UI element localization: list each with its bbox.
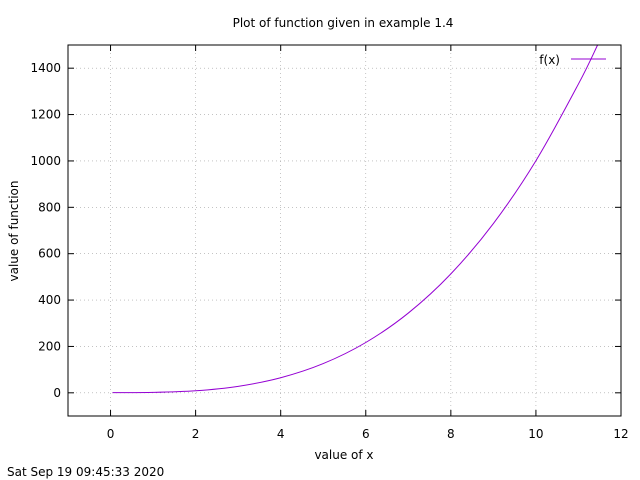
timestamp: Sat Sep 19 09:45:33 2020: [7, 465, 164, 479]
x-tick-label: 12: [613, 427, 628, 441]
x-tick-label: 4: [277, 427, 285, 441]
x-tick-label: 8: [447, 427, 455, 441]
y-tick-label: 1000: [30, 154, 61, 168]
y-tick-label: 600: [38, 247, 61, 261]
legend: f(x): [539, 53, 606, 67]
x-tick-label: 10: [528, 427, 543, 441]
x-tick-label: 0: [107, 427, 115, 441]
series-line-0: [112, 44, 599, 394]
plot-frame: [67, 44, 622, 417]
chart-title: Plot of function given in example 1.4: [233, 16, 454, 30]
legend-label: f(x): [539, 53, 560, 67]
y-tick-label: 1200: [30, 108, 61, 122]
y-tick-label: 200: [38, 339, 61, 353]
ticks: 0 2 4 6 8 10 12 0 200 400 600 800 1000 1200 1400: [30, 45, 629, 441]
y-tick-label: 0: [53, 386, 61, 400]
y-tick-label: 1400: [30, 61, 61, 75]
y-tick-label: 800: [38, 200, 61, 214]
x-axis-label: value of x: [314, 448, 373, 462]
x-tick-label: 2: [192, 427, 200, 441]
grid: [68, 45, 621, 416]
x-tick-label: 6: [362, 427, 370, 441]
y-axis-label: value of function: [7, 181, 21, 282]
series-layer: [112, 44, 599, 394]
y-tick-label: 400: [38, 293, 61, 307]
